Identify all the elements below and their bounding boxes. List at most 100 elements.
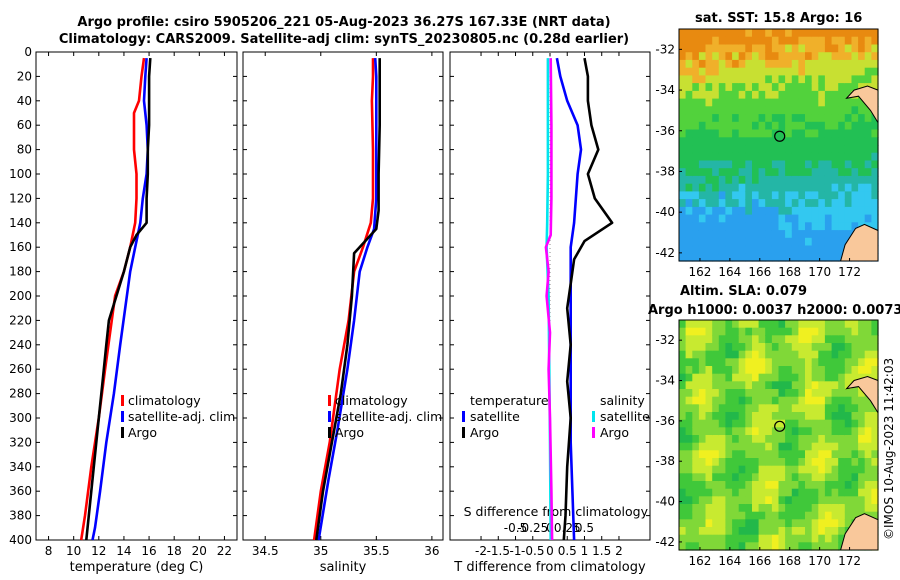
sst-cell [712, 237, 720, 247]
map-x-tick-label: 166 [748, 265, 771, 279]
map-y-tick-label: -42 [655, 535, 675, 549]
sst-cell [864, 44, 872, 53]
sla-cell [811, 427, 819, 436]
sla-cell [824, 412, 833, 421]
sst-cell [685, 44, 693, 53]
sla-cell [785, 442, 793, 451]
sla-cell [732, 366, 740, 375]
sla-cell [718, 511, 726, 520]
sla-cell [765, 335, 773, 344]
sla-cell [738, 481, 746, 490]
sla-cell [752, 542, 760, 551]
sst-cell [771, 44, 780, 53]
sla-cell [685, 396, 693, 405]
sst-cell [864, 36, 872, 45]
sla-cell [738, 343, 746, 352]
sla-cell [705, 435, 713, 444]
sst-cell [771, 245, 780, 254]
sst-cell [771, 106, 780, 115]
sst-cell [758, 214, 766, 223]
sst-cell [778, 145, 786, 154]
title-line-2: Climatology: CARS2009. Satellite-adj cli… [58, 32, 630, 47]
sla-cell [725, 381, 733, 390]
sst-cell [712, 253, 720, 262]
sst-cell [745, 44, 753, 53]
sla-cell [844, 465, 852, 474]
sla-cell [858, 427, 866, 436]
sst-cell [851, 137, 859, 146]
sst-cell [732, 191, 740, 200]
sst-cell [679, 206, 687, 216]
sla-cell [725, 350, 733, 359]
sst-cell [679, 145, 687, 154]
sla-cell [791, 427, 799, 436]
sst-cell [738, 222, 746, 231]
sst-cell [732, 137, 740, 146]
sst-cell [718, 230, 726, 239]
difference-panel: -2 -1.5 -1 -0.5 0 0.5 1 1.5 2T difference from c… [449, 51, 651, 575]
sla-cell [752, 396, 760, 405]
sla-cell [679, 412, 687, 421]
sla-cell [805, 343, 813, 352]
sst-cell [805, 152, 813, 161]
sla-cell [838, 473, 846, 482]
sla-cell [685, 465, 693, 474]
sst-cell [738, 137, 746, 146]
sla-cell [811, 542, 819, 551]
sla-cell [705, 519, 713, 528]
sst-cell [718, 121, 726, 131]
sst-cell [705, 75, 713, 84]
sla-cell [725, 450, 733, 459]
sst-cell [685, 106, 693, 115]
sla-cell [771, 350, 780, 359]
sst-cell [745, 191, 753, 200]
sst-cell [758, 253, 766, 262]
sla-cell [685, 320, 693, 329]
sla-cell [805, 488, 813, 497]
s-tick-label: -0.25 [517, 521, 548, 535]
sst-cell [851, 44, 859, 53]
sst-cell [785, 114, 793, 123]
sst-cell [679, 36, 687, 45]
sla-cell [805, 542, 813, 551]
sst-cell [725, 75, 733, 84]
sst-cell [738, 237, 746, 247]
sla-cell [824, 350, 833, 359]
map-x-tick-label: 168 [778, 265, 801, 279]
sla-cell [798, 335, 806, 344]
sst-cell [765, 145, 773, 154]
sla-cell [705, 389, 713, 398]
sla-cell [871, 496, 879, 505]
sst-cell [831, 29, 839, 38]
sst-cell [805, 59, 813, 69]
sst-cell [698, 137, 707, 146]
sla-cell [791, 412, 799, 421]
sla-cell [712, 435, 720, 444]
sst-cell [778, 29, 786, 38]
sst-cell [738, 152, 746, 161]
sst-cell [685, 199, 693, 208]
sla-cell [725, 465, 733, 474]
sla-cell [718, 458, 726, 467]
sst-cell [798, 137, 806, 146]
sla-cell [765, 343, 773, 352]
sst-cell [712, 183, 720, 192]
sla-cell [718, 527, 726, 536]
sla-cell [811, 504, 819, 513]
sst-cell [679, 90, 687, 100]
sla-cell [818, 358, 826, 367]
sla-cell [738, 427, 746, 436]
sst-cell [791, 168, 799, 177]
sla-cell [851, 435, 859, 444]
sst-cell [778, 199, 786, 208]
sst-cell [712, 137, 720, 146]
sst-cell [752, 160, 760, 169]
sst-cell [692, 129, 700, 138]
sst-cell [818, 52, 826, 61]
sla-cell [752, 412, 760, 421]
sla-cell [791, 481, 799, 490]
sla-cell [831, 496, 839, 505]
sla-cell [791, 404, 799, 413]
sla-cell [811, 496, 819, 505]
